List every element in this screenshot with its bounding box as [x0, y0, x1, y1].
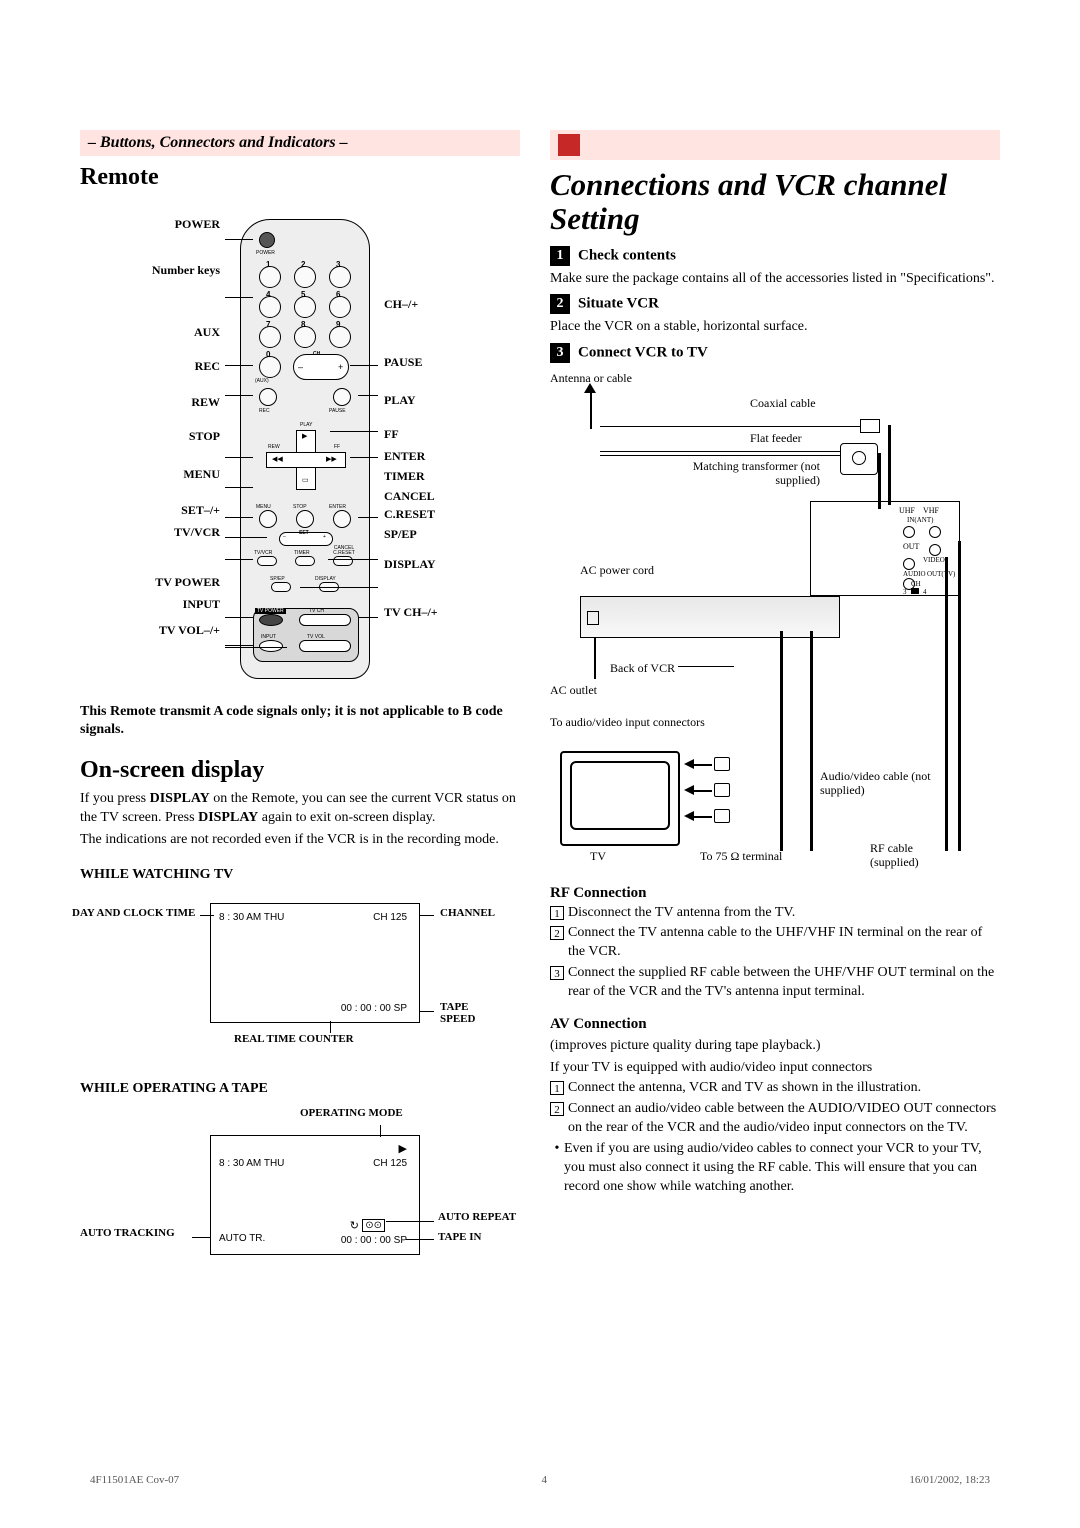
lbl-match: Matching transformer (not supplied) — [680, 459, 820, 488]
label-tvvol: TV VOL–/+ — [80, 623, 220, 638]
label-play: PLAY — [384, 393, 504, 408]
lbl-avcable: Audio/video cable (not supplied) — [820, 769, 940, 798]
label-rew: REW — [80, 395, 220, 410]
header-band-text: – Buttons, Connectors and Indicators – — [88, 134, 348, 152]
step-3: 3 Connect VCR to TV — [550, 343, 1000, 363]
remote-body: POWER 1 2 3 4 5 6 7 8 9 0 (AUX) CH – + — [240, 219, 370, 679]
osd-box2-wrap: 8 : 30 AM THU CH 125 ▶ AUTO TR. ↻ ⊙⊙ 00 … — [80, 1129, 520, 1279]
label-creset: C.RESET — [384, 507, 504, 522]
lbl-tv: TV — [590, 849, 606, 864]
lbl-rfcable: RF cable (supplied) — [870, 841, 960, 870]
label-spep: SP/EP — [384, 527, 504, 542]
step-num-1: 1 — [550, 246, 570, 266]
page: – Buttons, Connectors and Indicators – R… — [80, 130, 1000, 1279]
remote-title: Remote — [80, 164, 520, 191]
footer-mid: 4 — [541, 1474, 547, 1486]
label-realtime: REAL TIME COUNTER — [234, 1033, 354, 1045]
label-ch: CH–/+ — [384, 297, 504, 312]
label-autotrack: AUTO TRACKING — [80, 1227, 175, 1239]
play-icon: ▶ — [399, 1142, 407, 1155]
av-list: 1Connect the antenna, VCR and TV as show… — [550, 1079, 1000, 1196]
left-column: – Buttons, Connectors and Indicators – R… — [80, 130, 520, 1279]
step-title-3: Connect VCR to TV — [578, 344, 708, 360]
lbl-coax: Coaxial cable — [750, 396, 816, 411]
step-2: 2 Situate VCR — [550, 294, 1000, 314]
osd-box1: 8 : 30 AM THU CH 125 00 : 00 : 00 SP — [210, 903, 420, 1023]
osd-box1-wrap: 8 : 30 AM THU CH 125 00 : 00 : 00 SP DAY… — [80, 893, 520, 1063]
tape-icon: ⊙⊙ — [362, 1219, 385, 1232]
label-opmode: OPERATING MODE — [300, 1107, 520, 1119]
step-num-2: 2 — [550, 294, 570, 314]
osd-title: On-screen display — [80, 757, 520, 784]
label-power: POWER — [80, 217, 220, 232]
red-square-icon — [558, 134, 580, 156]
footer-right: 16/01/2002, 18:23 — [909, 1474, 990, 1486]
label-tapespeed: TAPE SPEED — [440, 1001, 490, 1025]
label-set: SET–/+ — [80, 503, 220, 518]
label-tvch: TV CH–/+ — [384, 605, 504, 620]
label-numkeys: Number keys — [80, 263, 220, 278]
label-tvpower: TV POWER — [80, 575, 220, 590]
label-cancel: CANCEL — [384, 489, 504, 504]
osd-desc2: The indications are not recorded even if… — [80, 831, 520, 849]
lbl-flat: Flat feeder — [750, 431, 802, 446]
label-display: DISPLAY — [384, 557, 504, 572]
rf-list: 1Disconnect the TV antenna from the TV. … — [550, 904, 1000, 1002]
connection-diagram: Antenna or cable Coaxial cable Flat feed… — [550, 371, 970, 871]
av-sub1: (improves picture quality during tape pl… — [550, 1037, 1000, 1055]
lbl-acoutlet: AC outlet — [550, 683, 597, 698]
right-column: Connections and VCR channel Setting 1 Ch… — [550, 130, 1000, 1279]
lbl-to75: To 75 Ω terminal — [700, 849, 782, 864]
right-header-band — [550, 130, 1000, 160]
vcr-box — [580, 596, 840, 638]
footer: 4F11501AE Cov-07 4 16/01/2002, 18:23 — [90, 1474, 990, 1486]
step2-text: Place the VCR on a stable, horizontal su… — [550, 318, 1000, 336]
osd-tape-title: WHILE OPERATING A TAPE — [80, 1081, 520, 1097]
label-tvvcr: TV/VCR — [80, 525, 220, 540]
rf-title: RF Connection — [550, 885, 1000, 902]
label-menu: MENU — [80, 467, 220, 482]
av-title: AV Connection — [550, 1016, 1000, 1033]
label-aux: AUX — [80, 325, 220, 340]
remote-note: This Remote transmit A code signals only… — [80, 703, 520, 739]
osd-desc: If you press DISPLAY on the Remote, you … — [80, 790, 520, 826]
label-ff: FF — [384, 427, 504, 442]
step1-text: Make sure the package contains all of th… — [550, 270, 1000, 288]
label-enter: ENTER — [384, 449, 504, 464]
repeat-icon: ↻ — [350, 1219, 359, 1232]
av-sub2: If your TV is equipped with audio/video … — [550, 1059, 1000, 1077]
label-input: INPUT — [80, 597, 220, 612]
back-panel: UHF VHF IN(ANT) OUT VIDEO AUDIO OUT(TV) … — [810, 501, 960, 596]
lbl-back: Back of VCR — [610, 661, 675, 676]
arrow-up-icon — [584, 383, 596, 393]
connections-title: Connections and VCR channel Setting — [550, 168, 1000, 236]
label-tapein: TAPE IN — [438, 1231, 482, 1243]
label-channel: CHANNEL — [440, 907, 495, 919]
step-title-1: Check contents — [578, 248, 676, 264]
lbl-acpower: AC power cord — [580, 563, 654, 578]
step-title-2: Situate VCR — [578, 296, 659, 312]
footer-left: 4F11501AE Cov-07 — [90, 1474, 179, 1486]
label-timer: TIMER — [384, 469, 504, 484]
step-num-3: 3 — [550, 343, 570, 363]
osd-watch-title: WHILE WATCHING TV — [80, 867, 520, 883]
label-pause: PAUSE — [384, 355, 504, 370]
remote-figure: POWER 1 2 3 4 5 6 7 8 9 0 (AUX) CH – + — [80, 197, 520, 697]
lbl-toav: To audio/video input connectors — [550, 715, 705, 730]
osd-box2: 8 : 30 AM THU CH 125 ▶ AUTO TR. ↻ ⊙⊙ 00 … — [210, 1135, 420, 1255]
label-day-clock: DAY AND CLOCK TIME — [72, 907, 195, 919]
tv-icon — [560, 751, 680, 846]
label-rec: REC — [80, 359, 220, 374]
label-autorepeat: AUTO REPEAT — [438, 1211, 516, 1223]
left-header-band: – Buttons, Connectors and Indicators – — [80, 130, 520, 156]
label-stop: STOP — [80, 429, 220, 444]
step-1: 1 Check contents — [550, 246, 1000, 266]
